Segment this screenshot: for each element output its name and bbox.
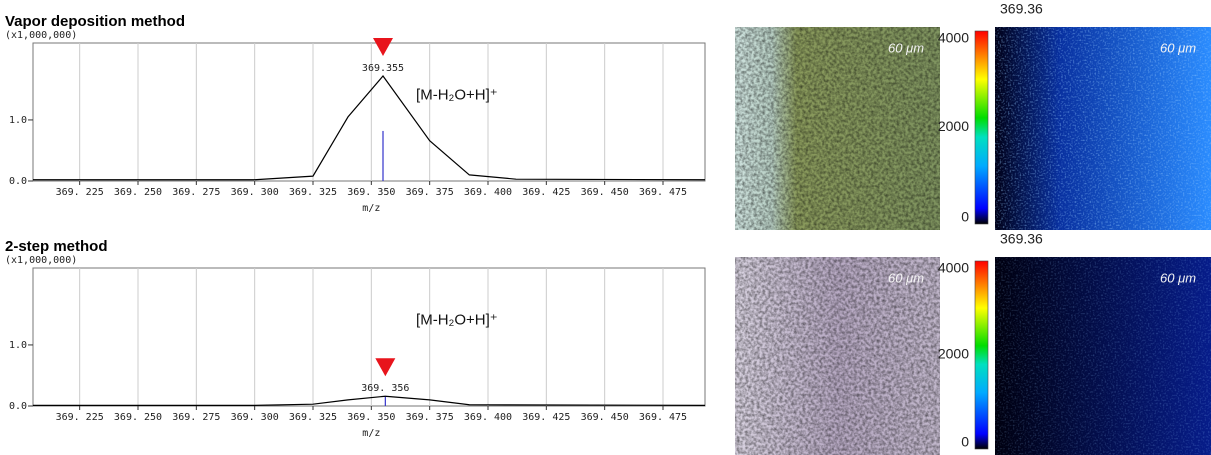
x-tick-label: 369. 300: [231, 412, 279, 423]
photo-texture: [735, 257, 940, 455]
peak-marker: [373, 38, 393, 56]
x-tick-label: 369. 325: [289, 412, 337, 423]
colorbar-tick-label: 0: [961, 434, 969, 450]
x-tick-label: 369. 275: [172, 412, 220, 423]
x-tick-label: 369. 250: [114, 187, 162, 198]
colorbar-tick-label: 4000: [938, 30, 969, 46]
y-multiplier: (x1,000,000): [5, 255, 77, 266]
x-tick-label: 369. 375: [406, 187, 454, 198]
chart-title: 2-step method: [5, 238, 108, 255]
colorbar-tick-label: 2000: [938, 118, 969, 134]
photo-texture: [735, 27, 940, 230]
x-tick-label: 369. 450: [581, 412, 629, 423]
y-tick-label: 0.0: [9, 176, 27, 187]
peak-label: 369. 356: [361, 383, 409, 394]
colorbar-tick-label: 2000: [938, 346, 969, 362]
chart-title: Vapor deposition method: [5, 13, 185, 30]
x-tick-label: 369. 300: [231, 187, 279, 198]
y-tick-label: 0.0: [9, 401, 27, 412]
map-scale-label: 60 μm: [1160, 40, 1196, 55]
map-title: 369.36: [1000, 231, 1043, 247]
peak-marker: [375, 358, 395, 376]
x-axis-label: m/z: [362, 428, 380, 439]
x-tick-label: 369. 475: [639, 412, 687, 423]
x-tick-label: 369. 250: [114, 412, 162, 423]
x-tick-label: 369. 350: [347, 187, 395, 198]
x-tick-label: 369. 350: [347, 412, 395, 423]
x-tick-label: 369. 450: [581, 187, 629, 198]
x-axis-label: m/z: [362, 203, 380, 214]
photo-scale-label: 60 μm: [888, 40, 924, 55]
x-tick-label: 369. 325: [289, 187, 337, 198]
x-tick-label: 369. 225: [56, 187, 104, 198]
x-tick-label: 369. 475: [639, 187, 687, 198]
x-tick-label: 369. 225: [56, 412, 104, 423]
colorbar-tick-label: 0: [961, 209, 969, 225]
peak-label: 369.355: [362, 63, 404, 74]
colorbar: [975, 261, 988, 449]
x-tick-label: 369. 400: [464, 187, 512, 198]
x-tick-label: 369. 425: [522, 187, 570, 198]
x-tick-label: 369. 375: [406, 412, 454, 423]
ion-annotation: [M-H₂O+H]⁺: [416, 86, 498, 103]
map-scale-label: 60 μm: [1160, 270, 1196, 285]
map-title: 369.36: [1000, 1, 1043, 17]
y-tick-label: 1.0: [9, 340, 27, 351]
ion-annotation: [M-H₂O+H]⁺: [416, 311, 498, 328]
colorbar-tick-label: 4000: [938, 260, 969, 276]
ion-map-speckle: [995, 27, 1211, 230]
photo-scale-label: 60 μm: [888, 270, 924, 285]
colorbar: [975, 31, 988, 224]
figure: Vapor deposition method(x1,000,000)369. …: [0, 0, 1211, 455]
x-tick-label: 369. 275: [172, 187, 220, 198]
y-tick-label: 1.0: [9, 115, 27, 126]
x-tick-label: 369. 425: [522, 412, 570, 423]
ion-map-speckle: [995, 257, 1211, 455]
x-tick-label: 369. 400: [464, 412, 512, 423]
y-multiplier: (x1,000,000): [5, 30, 77, 41]
